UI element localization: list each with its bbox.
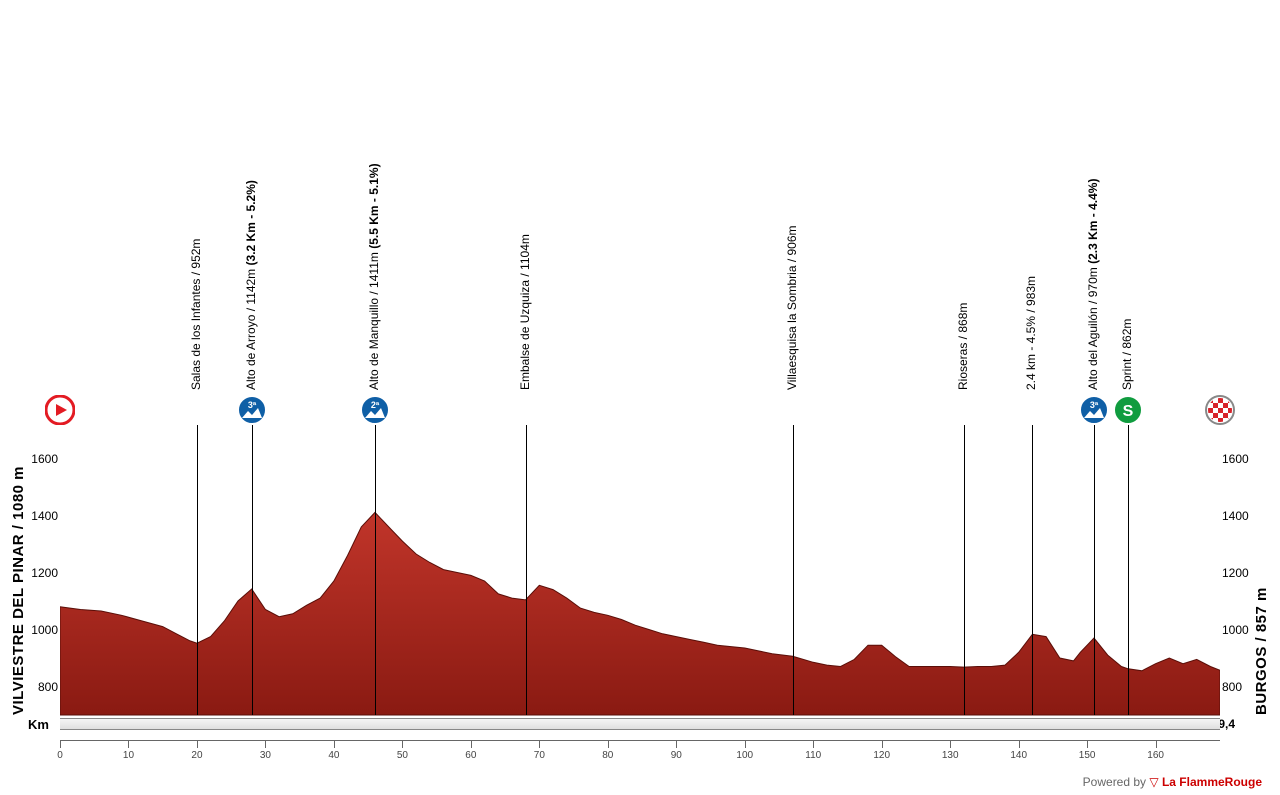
ruler-tick-line bbox=[128, 740, 129, 748]
poi-label: Alto de Manquillo / 1411m (5.5 Km - 5.1%… bbox=[367, 175, 381, 390]
ruler-tick: 30 bbox=[260, 750, 271, 761]
ytick-right: 800 bbox=[1222, 680, 1252, 694]
poi-label: Villaesquisa la Sombria / 906m bbox=[785, 175, 799, 390]
ytick-right: 1400 bbox=[1222, 509, 1252, 523]
poi-guide-line bbox=[1032, 425, 1033, 715]
ruler-tick: 130 bbox=[942, 750, 959, 761]
ruler-tick-line bbox=[539, 740, 540, 748]
ruler-tick-line bbox=[745, 740, 746, 748]
ruler-tick: 40 bbox=[328, 750, 339, 761]
ruler-tick: 70 bbox=[534, 750, 545, 761]
start-label: VILVIESTRE DEL PINAR / 1080 m bbox=[10, 440, 27, 715]
ytick-left: 800 bbox=[28, 680, 58, 694]
climb-badge-icon: 3ª bbox=[237, 395, 267, 425]
ruler-tick: 50 bbox=[397, 750, 408, 761]
poi-label: Embalse de Uzquiza / 1104m bbox=[518, 175, 532, 390]
ruler-tick: 150 bbox=[1079, 750, 1096, 761]
ytick-right: 1200 bbox=[1222, 566, 1252, 580]
ruler-tick-line bbox=[1087, 740, 1088, 748]
elevation-profile bbox=[60, 0, 1220, 795]
ruler-tick-line bbox=[402, 740, 403, 748]
ruler-tick: 80 bbox=[602, 750, 613, 761]
credit-prefix: Powered by bbox=[1083, 775, 1146, 789]
ruler-tick-line bbox=[1156, 740, 1157, 748]
poi-guide-line bbox=[252, 425, 253, 715]
poi-guide-line bbox=[793, 425, 794, 715]
ruler-tick: 60 bbox=[465, 750, 476, 761]
km-axis-label: Km bbox=[28, 717, 49, 732]
ytick-left: 1600 bbox=[28, 452, 58, 466]
poi-label: Alto del Aguilón / 970m (2.3 Km - 4.4%) bbox=[1086, 175, 1100, 390]
ruler-tick-line bbox=[813, 740, 814, 748]
ruler-tick: 120 bbox=[873, 750, 890, 761]
svg-text:S: S bbox=[1123, 403, 1134, 420]
ruler-tick: 100 bbox=[736, 750, 753, 761]
ytick-left: 1000 bbox=[28, 623, 58, 637]
sprint-badge-icon: S bbox=[1113, 395, 1143, 425]
ytick-left: 1200 bbox=[28, 566, 58, 580]
ytick-right: 1600 bbox=[1222, 452, 1252, 466]
ruler-baseline bbox=[60, 740, 1220, 741]
poi-guide-line bbox=[526, 425, 527, 715]
svg-text:3ª: 3ª bbox=[248, 400, 257, 410]
ruler-tick-line bbox=[197, 740, 198, 748]
ruler-tick-line bbox=[265, 740, 266, 748]
ruler-tick: 90 bbox=[671, 750, 682, 761]
climb-badge-icon: 2ª bbox=[360, 395, 390, 425]
poi-label: Sprint / 862m bbox=[1120, 175, 1134, 390]
ruler-tick-line bbox=[950, 740, 951, 748]
ruler-tick-line bbox=[1019, 740, 1020, 748]
ytick-left: 1400 bbox=[28, 509, 58, 523]
poi-guide-line bbox=[964, 425, 965, 715]
ruler-tick: 10 bbox=[123, 750, 134, 761]
poi-guide-line bbox=[1128, 425, 1129, 715]
start-icon bbox=[45, 395, 75, 425]
credit-brand: La FlammeRouge bbox=[1162, 775, 1262, 789]
poi-label: Alto de Arroyo / 1142m (3.2 Km - 5.2%) bbox=[244, 175, 258, 390]
ruler-tick-line bbox=[882, 740, 883, 748]
ruler-tick: 20 bbox=[191, 750, 202, 761]
ruler-tick: 110 bbox=[805, 750, 821, 761]
credit: Powered by ▽ La FlammeRouge bbox=[1083, 775, 1262, 789]
poi-label: 2.4 km - 4.5% / 983m bbox=[1024, 175, 1038, 390]
ytick-right: 1000 bbox=[1222, 623, 1252, 637]
poi-label: Rioseras / 868m bbox=[956, 175, 970, 390]
finish-icon bbox=[1205, 395, 1235, 425]
poi-label: Salas de los Infantes / 952m bbox=[189, 175, 203, 390]
poi-guide-line bbox=[1094, 425, 1095, 715]
ruler-tick-line bbox=[608, 740, 609, 748]
finish-label: BURGOS / 857 m bbox=[1253, 550, 1270, 715]
ruler-tick: 160 bbox=[1147, 750, 1164, 761]
flame-icon: ▽ bbox=[1149, 775, 1158, 789]
poi-guide-line bbox=[375, 425, 376, 715]
ruler-tick: 0 bbox=[57, 750, 63, 761]
svg-text:3ª: 3ª bbox=[1090, 400, 1099, 410]
ruler-tick: 140 bbox=[1010, 750, 1027, 761]
ruler-tick-line bbox=[334, 740, 335, 748]
svg-text:2ª: 2ª bbox=[371, 400, 380, 410]
ruler-tick-line bbox=[60, 740, 61, 748]
ruler-tick-line bbox=[471, 740, 472, 748]
poi-guide-line bbox=[197, 425, 198, 715]
ruler-tick-line bbox=[676, 740, 677, 748]
axis-strip bbox=[60, 718, 1220, 730]
climb-badge-icon: 3ª bbox=[1079, 395, 1109, 425]
